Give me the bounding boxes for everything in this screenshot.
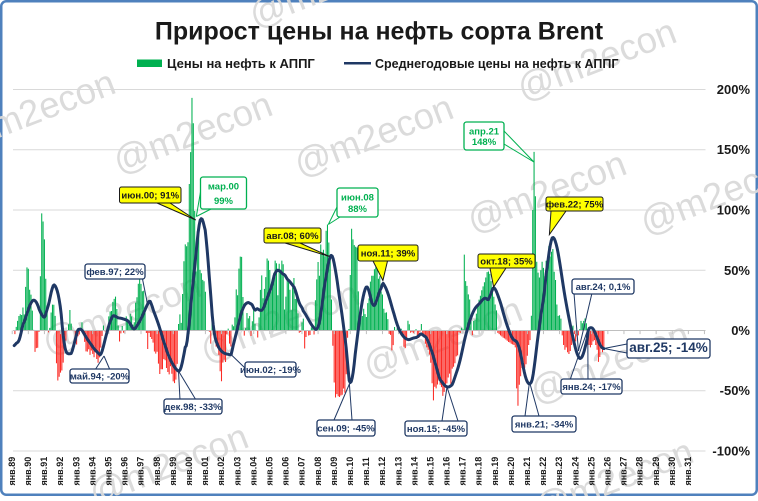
- svg-text:99%: 99%: [214, 196, 234, 207]
- svg-text:янв.24; -17%: янв.24; -17%: [562, 382, 621, 393]
- svg-text:янв.04: янв.04: [248, 457, 258, 486]
- svg-text:100%: 100%: [717, 203, 751, 218]
- svg-text:янв.15: янв.15: [425, 457, 435, 486]
- svg-text:янв.18: янв.18: [474, 457, 484, 486]
- svg-text:янв.90: янв.90: [23, 457, 33, 486]
- svg-text:янв.92: янв.92: [55, 457, 65, 486]
- svg-text:авг.24; 0,1%: авг.24; 0,1%: [576, 282, 631, 293]
- svg-text:июн.02; -19%: июн.02; -19%: [240, 365, 301, 376]
- svg-text:дек.98; -33%: дек.98; -33%: [164, 402, 222, 413]
- svg-text:янв.17: янв.17: [458, 457, 468, 486]
- svg-text:ноя.11; 39%: ноя.11; 39%: [361, 248, 416, 259]
- svg-text:апр.21: апр.21: [469, 126, 500, 137]
- svg-text:200%: 200%: [717, 82, 751, 97]
- svg-text:янв.89: янв.89: [7, 457, 17, 486]
- svg-text:янв.13: янв.13: [393, 457, 403, 486]
- svg-text:янв.14: янв.14: [409, 457, 419, 486]
- svg-text:янв.93: янв.93: [71, 457, 81, 486]
- svg-text:Среднегодовые цены на нефть к: Среднегодовые цены на нефть к АППГ: [375, 57, 618, 71]
- svg-text:янв.12: янв.12: [377, 457, 387, 486]
- svg-text:янв.07: янв.07: [297, 457, 307, 486]
- svg-text:150%: 150%: [717, 142, 751, 157]
- svg-text:янв.30: янв.30: [667, 457, 677, 486]
- svg-text:-50%: -50%: [720, 383, 751, 398]
- svg-text:окт.18; 35%: окт.18; 35%: [480, 256, 533, 267]
- svg-text:янв.31: янв.31: [683, 457, 693, 486]
- svg-text:янв.95: янв.95: [104, 457, 114, 486]
- svg-text:88%: 88%: [348, 204, 368, 215]
- svg-text:-100%: -100%: [712, 444, 750, 459]
- svg-text:Прирост цены на нефть сорта Br: Прирост цены на нефть сорта Brent: [155, 18, 604, 46]
- svg-text:фев.97; 22%: фев.97; 22%: [86, 267, 144, 278]
- svg-text:янв.06: янв.06: [281, 457, 291, 486]
- svg-text:148%: 148%: [472, 137, 497, 148]
- svg-text:янв.10: янв.10: [345, 457, 355, 486]
- svg-text:авг.08; 60%: авг.08; 60%: [266, 231, 319, 242]
- svg-text:Цены на нефть к АППГ: Цены на нефть к АППГ: [167, 56, 315, 71]
- svg-text:янв.21; -34%: янв.21; -34%: [515, 419, 574, 430]
- svg-text:июн.08: июн.08: [341, 192, 374, 203]
- svg-text:янв.03: янв.03: [232, 457, 242, 486]
- svg-text:янв.01: янв.01: [200, 457, 210, 486]
- svg-text:50%: 50%: [724, 263, 750, 278]
- svg-text:янв.09: янв.09: [329, 457, 339, 486]
- svg-text:ноя.15; -45%: ноя.15; -45%: [407, 424, 466, 435]
- svg-text:янв.28: янв.28: [635, 457, 645, 486]
- svg-text:янв.26: янв.26: [603, 457, 613, 486]
- svg-text:0%: 0%: [731, 323, 750, 338]
- svg-text:янв.23: янв.23: [554, 457, 564, 486]
- svg-text:июн.00; 91%: июн.00; 91%: [121, 190, 179, 201]
- svg-text:мар.00: мар.00: [208, 181, 239, 192]
- svg-text:янв.97: янв.97: [136, 457, 146, 486]
- svg-text:янв.05: янв.05: [265, 457, 275, 486]
- svg-text:янв.96: янв.96: [120, 457, 130, 486]
- svg-text:янв.11: янв.11: [361, 457, 371, 485]
- svg-text:янв.22: янв.22: [538, 457, 548, 486]
- svg-text:фев.22; 75%: фев.22; 75%: [546, 199, 604, 210]
- svg-text:янв.29: янв.29: [651, 457, 661, 486]
- svg-text:янв.00: янв.00: [184, 457, 194, 486]
- svg-text:янв.25: янв.25: [586, 457, 596, 486]
- svg-text:янв.24: янв.24: [570, 457, 580, 486]
- svg-text:янв.99: янв.99: [168, 457, 178, 486]
- svg-text:авг.25; -14%: авг.25; -14%: [629, 340, 708, 355]
- svg-text:янв.08: янв.08: [313, 457, 323, 486]
- svg-text:янв.98: янв.98: [152, 457, 162, 486]
- svg-text:май.94; -20%: май.94; -20%: [70, 371, 130, 382]
- svg-text:янв.20: янв.20: [506, 457, 516, 486]
- svg-text:янв.02: янв.02: [216, 457, 226, 486]
- svg-text:янв.19: янв.19: [490, 457, 500, 486]
- svg-text:янв.27: янв.27: [619, 457, 629, 486]
- svg-text:янв.16: янв.16: [442, 457, 452, 486]
- svg-text:янв.94: янв.94: [87, 457, 97, 486]
- svg-text:сен.09; -45%: сен.09; -45%: [317, 423, 375, 434]
- svg-text:янв.91: янв.91: [39, 457, 49, 486]
- svg-text:янв.21: янв.21: [522, 457, 532, 486]
